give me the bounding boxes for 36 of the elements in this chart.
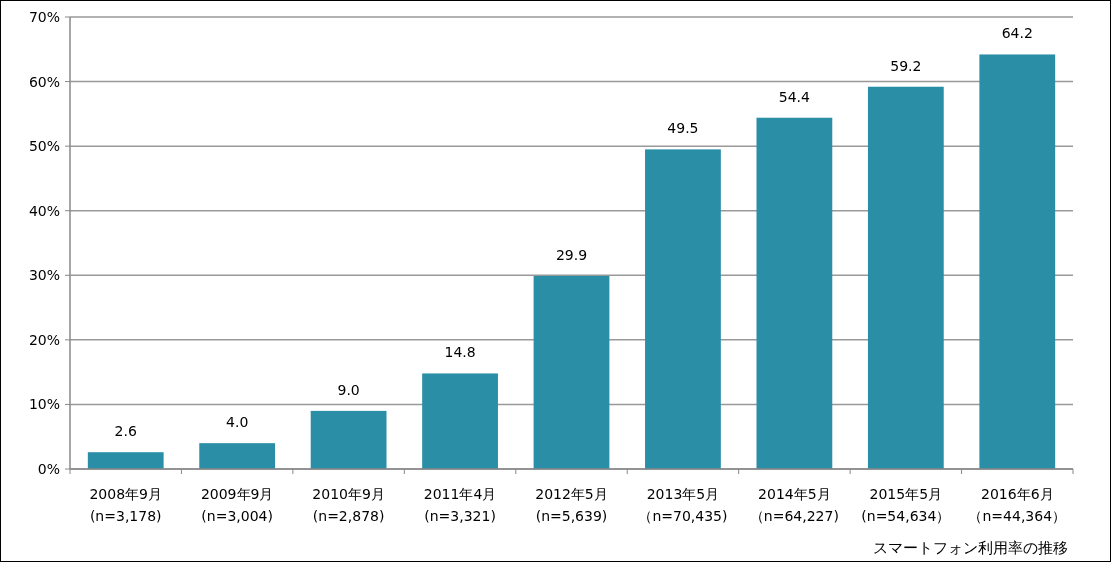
x-tick-label: 2010年9月(n=2,878) [312, 486, 385, 524]
y-tick-label: 0% [37, 461, 60, 477]
x-tick-label: 2016年6月（n=44,364） [968, 486, 1067, 524]
data-label: 49.5 [667, 120, 699, 137]
data-label: 14.8 [444, 344, 476, 361]
bar [979, 54, 1056, 469]
y-tick-label: 30% [28, 267, 60, 284]
x-tick-label: 2015年5月(n=54,634） [861, 486, 951, 524]
y-tick-label: 60% [28, 73, 60, 90]
bar [422, 373, 498, 469]
data-label: 59.2 [890, 57, 922, 74]
data-label: 9.0 [337, 381, 360, 398]
data-label: 29.9 [555, 246, 588, 263]
y-tick-label: 40% [28, 202, 60, 219]
x-tick-label: 2009年9月(n=3,004) [200, 486, 274, 524]
bar [756, 117, 833, 469]
data-label: 64.2 [1001, 25, 1033, 42]
bar [645, 149, 721, 469]
x-tick-label: 2011年4月(n=3,321) [423, 486, 497, 524]
x-tick-label: 2014年5月（n=64,227) [749, 486, 839, 524]
data-label: 2.6 [114, 423, 137, 440]
bar [533, 275, 610, 469]
y-tick-label: 70% [28, 9, 60, 25]
bar [199, 443, 276, 469]
text: スマートフォン利用率の推移 [873, 539, 1068, 557]
data-label: 54.4 [778, 88, 811, 105]
y-tick-label: 20% [28, 331, 60, 348]
bar [87, 452, 164, 469]
data-label: 4.0 [226, 414, 249, 431]
x-tick-label: 2013年5月（n=70,435) [638, 486, 728, 524]
x-tick-label: 2012年5月(n=5,639) [535, 486, 608, 524]
x-tick-label: 2008年9月(n=3,178) [89, 486, 162, 524]
bar [867, 86, 944, 469]
y-tick-label: 50% [28, 138, 60, 155]
y-tick-label: 10% [28, 396, 60, 413]
bar [310, 410, 387, 469]
